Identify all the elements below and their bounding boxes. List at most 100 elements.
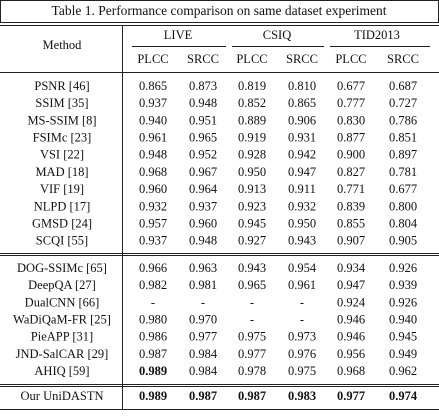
score: 0.937: [139, 234, 167, 248]
score: 0.932: [139, 199, 167, 213]
score: 0.986: [139, 330, 167, 344]
score: 0.974: [389, 389, 418, 403]
score: 0.932: [288, 199, 316, 213]
score: 0.937: [139, 96, 167, 110]
score: 0.946: [337, 330, 365, 344]
score: 0.989: [139, 364, 167, 378]
method-name: PieAPP [31]: [31, 330, 93, 344]
score: 0.987: [238, 389, 266, 403]
score: 0.906: [288, 113, 316, 127]
score: 0.830: [337, 113, 365, 127]
method-name: MS-SSIM [8]: [27, 113, 96, 127]
score: 0.984: [189, 364, 218, 378]
score: 0.851: [389, 130, 417, 144]
score: 0.960: [139, 182, 167, 196]
score: 0.727: [389, 96, 417, 110]
score: 0.873: [189, 79, 217, 93]
score: 0.771: [337, 182, 365, 196]
score: 0.967: [189, 165, 217, 179]
score: 0.956: [337, 347, 365, 361]
score: 0.942: [288, 148, 316, 162]
score: 0.948: [139, 148, 167, 162]
score: 0.897: [389, 148, 417, 162]
score: 0.810: [288, 79, 316, 93]
header-dataset: TID2013: [354, 28, 400, 42]
score: 0.924: [337, 295, 366, 309]
score: 0.977: [189, 330, 217, 344]
score: 0.948: [189, 96, 217, 110]
score: -: [151, 295, 155, 309]
score: 0.977: [337, 389, 365, 403]
score: 0.957: [139, 216, 167, 230]
score: 0.960: [189, 216, 217, 230]
method-name: FSIMc [23]: [33, 130, 92, 144]
header-metric: SRCC: [387, 52, 419, 66]
header-dataset: LIVE: [164, 28, 193, 42]
score: 0.889: [238, 113, 266, 127]
score: 0.964: [189, 182, 218, 196]
score: 0.962: [389, 364, 417, 378]
score: 0.940: [139, 113, 167, 127]
score: 0.965: [238, 278, 266, 292]
method-name: DualCNN [66]: [25, 295, 100, 309]
score: 0.963: [189, 261, 217, 275]
score: 0.939: [389, 278, 417, 292]
score: 0.970: [189, 312, 217, 326]
method-name: GMSD [24]: [32, 216, 92, 230]
score: 0.781: [389, 165, 417, 179]
score: 0.951: [189, 113, 217, 127]
method-name: MAD [18]: [35, 165, 88, 179]
score: 0.948: [189, 234, 217, 248]
score: 0.927: [238, 234, 266, 248]
score: 0.987: [139, 347, 167, 361]
score: 0.923: [238, 199, 266, 213]
score: 0.865: [288, 96, 316, 110]
score: 0.943: [238, 261, 266, 275]
method-name: DeepQA [27]: [28, 278, 96, 292]
score: 0.931: [288, 130, 316, 144]
score: 0.966: [139, 261, 167, 275]
score: 0.980: [139, 312, 167, 326]
score: 0.877: [337, 130, 365, 144]
score: 0.786: [389, 113, 417, 127]
score: 0.827: [337, 165, 365, 179]
score: 0.961: [288, 278, 316, 292]
score: -: [300, 312, 304, 326]
score: 0.947: [288, 165, 316, 179]
header-metric: PLCC: [335, 52, 366, 66]
score: 0.982: [139, 278, 167, 292]
header-dataset: CSIQ: [263, 28, 291, 42]
score: 0.965: [189, 130, 217, 144]
score: 0.973: [288, 330, 316, 344]
method-name: DOG-SSIMc [65]: [17, 261, 107, 275]
score: 0.934: [337, 261, 366, 275]
method-name: NLPD [17]: [34, 199, 91, 213]
score: 0.855: [337, 216, 365, 230]
score: 0.981: [189, 278, 217, 292]
score: 0.905: [389, 234, 417, 248]
score: 0.947: [337, 278, 365, 292]
score: 0.984: [189, 347, 218, 361]
score: 0.968: [337, 364, 365, 378]
score: 0.900: [337, 148, 365, 162]
score: 0.977: [238, 347, 266, 361]
score: 0.950: [238, 165, 266, 179]
score: 0.913: [238, 182, 266, 196]
score: 0.911: [288, 182, 316, 196]
header-method: Method: [43, 38, 83, 52]
header-metric: PLCC: [236, 52, 267, 66]
score: 0.961: [139, 130, 167, 144]
score: 0.804: [389, 216, 418, 230]
score: 0.926: [389, 295, 417, 309]
score: 0.839: [337, 199, 365, 213]
score: 0.950: [288, 216, 316, 230]
score: 0.852: [238, 96, 266, 110]
method-name: SCQI [55]: [36, 234, 88, 248]
score: 0.945: [389, 330, 417, 344]
score: 0.677: [389, 182, 417, 196]
caption: Table 1. Performance comparison on same …: [52, 3, 387, 18]
score: 0.954: [288, 261, 317, 275]
score: 0.989: [139, 389, 167, 403]
score: -: [250, 295, 254, 309]
